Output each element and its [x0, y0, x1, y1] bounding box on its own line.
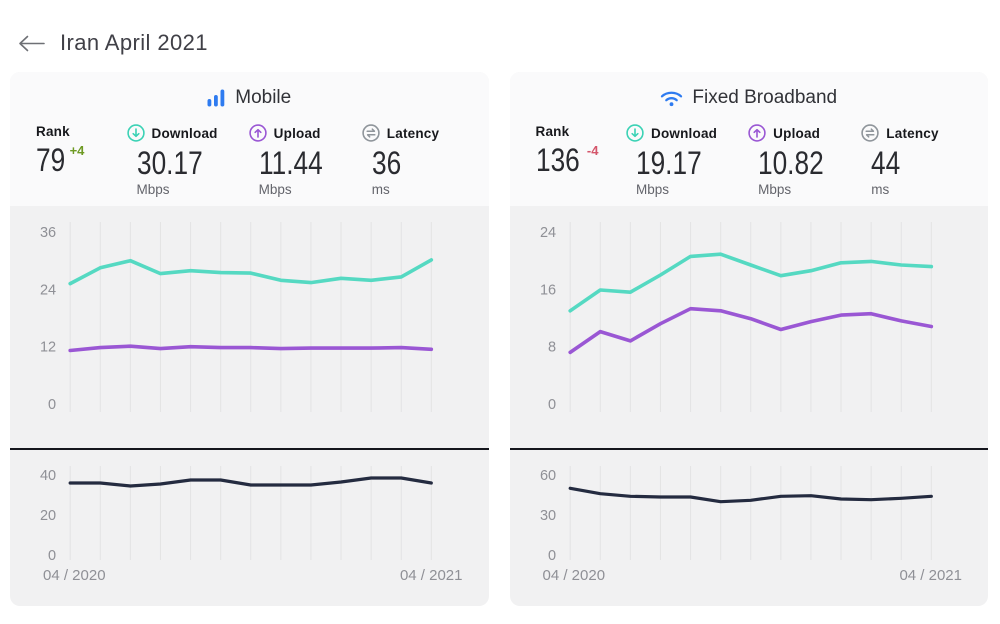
upload-circle-icon: [748, 124, 766, 142]
mobile-latency-chart[interactable]: 40 20 0: [10, 450, 489, 562]
fixed-speed-chart[interactable]: 24 16 8 0: [510, 206, 989, 448]
back-button[interactable]: [18, 35, 45, 52]
upload-value: 10.82: [758, 145, 824, 181]
svg-text:0: 0: [548, 397, 556, 413]
latency-unit: ms: [871, 182, 890, 197]
x-axis-start-label: 04 / 2020: [542, 567, 606, 584]
fixed-rank-stat: Rank 136 -4: [536, 124, 627, 197]
svg-text:0: 0: [48, 397, 56, 413]
svg-text:30: 30: [539, 508, 555, 524]
mobile-panel-header: Mobile Rank 79 +4 Download: [10, 72, 489, 206]
upload-circle-icon: [248, 124, 267, 142]
mobile-stats-row: Rank 79 +4 Download 30.17 Mbps: [10, 124, 489, 197]
fixed-charts: 24 16 8 0 60 30 0 04 / 2020 04 / 2021: [509, 206, 989, 584]
fixed-latency-stat: Latency 44 ms: [861, 124, 988, 197]
fixed-upload-stat: Upload 10.82 Mbps: [748, 124, 861, 197]
panels-container: Mobile Rank 79 +4 Download: [0, 59, 1000, 606]
latency-value: 44: [871, 145, 901, 181]
fixed-download-stat: Download 19.17 Mbps: [626, 124, 748, 197]
fixed-broadband-panel: Fixed Broadband Rank 136 -4 Download: [509, 72, 989, 606]
latency-unit: ms: [371, 182, 390, 197]
fixed-latency-chart[interactable]: 60 30 0: [510, 450, 989, 562]
wifi-icon: [660, 89, 683, 107]
svg-text:24: 24: [40, 282, 56, 298]
fixed-panel-header: Fixed Broadband Rank 136 -4 Download: [509, 72, 989, 206]
svg-text:40: 40: [40, 468, 56, 484]
svg-text:24: 24: [539, 225, 555, 241]
chart-divider: [509, 448, 988, 450]
download-value: 30.17: [136, 145, 203, 181]
svg-text:0: 0: [548, 548, 556, 562]
panel-title-label: Mobile: [235, 87, 292, 108]
latency-label: Latency: [886, 125, 939, 141]
mobile-rank-stat: Rank 79 +4: [36, 124, 127, 197]
svg-text:0: 0: [48, 548, 56, 562]
download-unit: Mbps: [136, 182, 170, 197]
svg-text:16: 16: [539, 282, 555, 298]
mobile-signal-bars-icon: [207, 89, 226, 107]
mobile-charts: 36 24 12 0 40 20 0 04 / 2020 04 / 2021: [10, 206, 489, 584]
download-unit: Mbps: [636, 182, 670, 197]
rank-delta-badge: -4: [586, 143, 599, 158]
latency-label: Latency: [386, 125, 440, 141]
upload-label: Upload: [273, 125, 321, 141]
mobile-latency-stat: Latency 36 ms: [362, 124, 489, 197]
x-axis-end-label: 04 / 2021: [399, 567, 463, 584]
mobile-speed-chart[interactable]: 36 24 12 0: [10, 206, 489, 448]
latency-arrows-icon: [861, 124, 879, 142]
mobile-panel: Mobile Rank 79 +4 Download: [10, 72, 489, 606]
upload-unit: Mbps: [758, 182, 792, 197]
fixed-stats-row: Rank 136 -4 Download 19.17 Mbps: [510, 124, 989, 197]
rank-delta-badge: +4: [69, 143, 85, 158]
panel-title-label: Fixed Broadband: [692, 87, 838, 108]
fixed-x-axis-labels: 04 / 2020 04 / 2021: [510, 562, 989, 584]
upload-unit: Mbps: [258, 182, 292, 197]
x-axis-start-label: 04 / 2020: [43, 567, 106, 584]
rank-value: 136: [535, 142, 580, 178]
latency-arrows-icon: [362, 124, 380, 142]
download-label: Download: [651, 125, 718, 141]
upload-label: Upload: [773, 125, 821, 141]
svg-text:12: 12: [40, 340, 56, 356]
svg-text:20: 20: [40, 508, 56, 524]
download-circle-icon: [626, 124, 644, 142]
rank-value: 79: [36, 142, 66, 178]
upload-value: 11.44: [258, 145, 323, 181]
left-arrow-icon: [18, 35, 45, 52]
x-axis-end-label: 04 / 2021: [899, 567, 962, 584]
mobile-upload-stat: Upload 11.44 Mbps: [248, 124, 362, 197]
latency-value: 36: [371, 145, 401, 181]
download-circle-icon: [126, 124, 145, 142]
mobile-panel-title: Mobile: [10, 87, 489, 124]
page-title: Iran April 2021: [60, 30, 208, 55]
mobile-download-stat: Download 30.17 Mbps: [126, 124, 249, 197]
rank-label: Rank: [535, 124, 570, 139]
svg-text:8: 8: [548, 340, 556, 356]
rank-label: Rank: [36, 124, 70, 139]
download-label: Download: [151, 125, 218, 141]
mobile-x-axis-labels: 04 / 2020 04 / 2021: [10, 562, 489, 584]
chart-divider: [10, 448, 489, 450]
svg-text:60: 60: [539, 468, 555, 484]
svg-text:36: 36: [40, 225, 56, 241]
fixed-panel-title: Fixed Broadband: [510, 87, 989, 124]
download-value: 19.17: [636, 145, 702, 181]
page-header: Iran April 2021: [0, 0, 1000, 59]
